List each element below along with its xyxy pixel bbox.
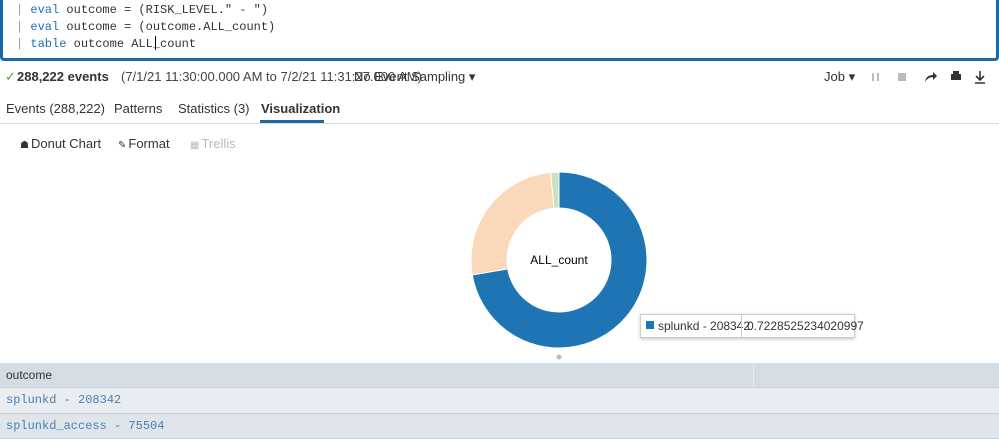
code-line: | eval outcome = (RISK_LEVEL." - ") xyxy=(16,3,268,17)
command: eval xyxy=(30,3,59,17)
pager-dot xyxy=(557,355,562,360)
toolbar-button[interactable]: ✎Format xyxy=(118,136,170,151)
toolbar-icon: ▦ xyxy=(190,140,199,151)
toolbar-button[interactable]: ▦Trellis xyxy=(190,136,236,151)
pipe: | xyxy=(16,3,23,17)
job-menu[interactable]: Job ▾ xyxy=(824,69,855,85)
tab[interactable]: Patterns xyxy=(114,101,162,116)
toolbar-button[interactable]: ☗Donut Chart xyxy=(20,136,101,151)
code-line: | table outcome ALL_count xyxy=(16,37,196,51)
header-cell: outcome xyxy=(6,368,52,382)
event-count: 288,222 events xyxy=(17,69,109,84)
pipe: | xyxy=(16,37,23,51)
table-row: splunkd - 208342 xyxy=(0,388,999,414)
cell: splunkd_access - 75504 xyxy=(6,419,164,433)
check-icon: ✓ xyxy=(5,69,16,85)
tab[interactable]: Visualization xyxy=(261,101,340,116)
active-tab-underline xyxy=(260,120,324,123)
args: outcome = (RISK_LEVEL." - ") xyxy=(66,3,268,17)
tabs: Events (288,222) Patterns Statistics (3) Vi… xyxy=(0,92,999,124)
job-icons xyxy=(868,68,993,88)
sampling[interactable]: No Event Sampling ▾ xyxy=(354,69,475,85)
status-bar: ✓ 288,222 events (7/1/21 11:30:00.000 AM… xyxy=(0,66,999,92)
center-label: ALL_count xyxy=(530,253,588,267)
toolbar-label: Format xyxy=(128,136,169,151)
sampling-label: No Event Sampling xyxy=(354,69,465,84)
cell: splunkd - 208342 xyxy=(6,393,121,407)
column-divider xyxy=(753,363,754,387)
tooltip-swatch xyxy=(646,321,654,329)
toolbar-icon: ☗ xyxy=(20,140,29,151)
tab[interactable]: Events (288,222) xyxy=(6,101,105,116)
table-row: splunkd_access - 75504 xyxy=(0,414,999,439)
toolbar-label: Trellis xyxy=(201,136,235,151)
table-header: outcome xyxy=(0,363,999,388)
tooltip-divider xyxy=(741,315,742,337)
tab[interactable]: Statistics (3) xyxy=(178,101,250,116)
tooltip-label: splunkd - 208342 xyxy=(658,319,750,333)
command: table xyxy=(30,37,66,51)
job-label: Job xyxy=(824,69,845,84)
code-line: | eval outcome = (outcome.ALL_count) xyxy=(16,20,275,34)
pipe: | xyxy=(16,20,23,34)
args: outcome ALL_count xyxy=(74,37,196,51)
command: eval xyxy=(30,20,59,34)
toolbar-icon: ✎ xyxy=(118,140,126,151)
toolbar-label: Donut Chart xyxy=(31,136,101,151)
search-box[interactable]: | eval outcome = (RISK_LEVEL." - ")| eva… xyxy=(0,0,999,61)
cursor xyxy=(155,36,156,50)
tooltip: splunkd - 208342 0.7228525234020997 xyxy=(640,314,855,338)
tooltip-value: 0.7228525234020997 xyxy=(747,319,864,333)
results-table: outcome splunkd - 208342 splunkd_access - … xyxy=(0,363,999,439)
args: outcome = (outcome.ALL_count) xyxy=(66,20,275,34)
